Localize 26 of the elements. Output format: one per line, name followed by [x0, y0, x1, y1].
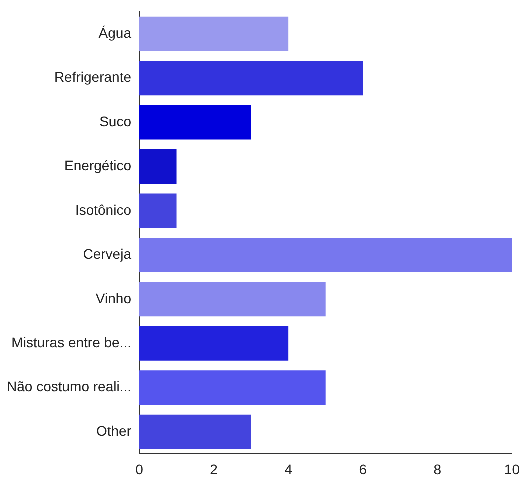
bar [139, 61, 364, 96]
y-tick-label: Água [98, 24, 132, 41]
bar [139, 194, 177, 228]
y-tick-label: Vinho [96, 290, 132, 306]
bar [139, 414, 252, 450]
bar [139, 16, 289, 52]
y-tick-label: Isotônico [75, 202, 132, 218]
bar [139, 282, 326, 317]
y-tick-label: Suco [100, 113, 132, 130]
x-tick-label: 2 [210, 461, 218, 478]
bar [139, 238, 512, 272]
y-tick-label: Other [96, 422, 132, 439]
y-tick-label: Refrigerante [54, 69, 132, 86]
y-tick-label: Energético [64, 158, 132, 174]
y-tick-label: Não costumo reali... [6, 378, 132, 395]
x-tick-label: 8 [434, 461, 442, 478]
y-tick-label: Cerveja [83, 246, 132, 262]
bar [139, 326, 289, 361]
bar [139, 105, 252, 140]
x-tick-label: 6 [359, 461, 368, 478]
x-tick-label: 0 [136, 461, 144, 478]
x-tick-label: 4 [284, 461, 293, 478]
x-tick-label: 10 [504, 461, 520, 478]
bar [139, 370, 326, 406]
bar [139, 150, 177, 184]
y-tick-label: Misturas entre be... [12, 334, 132, 351]
